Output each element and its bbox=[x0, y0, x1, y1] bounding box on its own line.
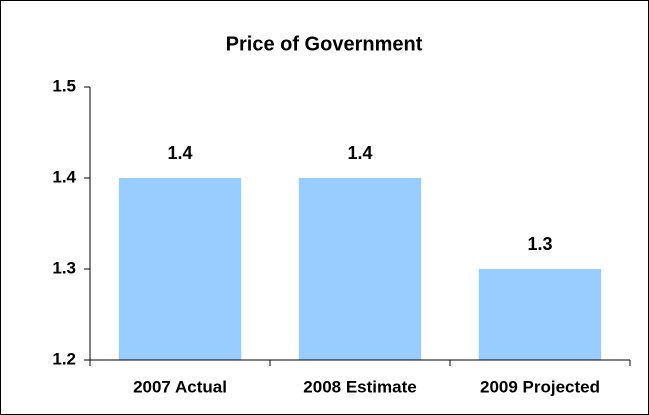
data-label: 1.3 bbox=[527, 234, 552, 254]
bar bbox=[118, 178, 242, 360]
y-tick-label: 1.4 bbox=[52, 167, 76, 186]
x-tick-label: 2008 Estimate bbox=[303, 377, 416, 396]
y-tick-label: 1.5 bbox=[52, 76, 76, 95]
y-tick-label: 1.2 bbox=[52, 349, 76, 368]
bar bbox=[478, 269, 602, 360]
data-label: 1.4 bbox=[167, 143, 192, 163]
y-tick-label: 1.3 bbox=[52, 258, 76, 277]
bar bbox=[298, 178, 422, 360]
chart-title: Price of Government bbox=[226, 33, 423, 55]
x-tick-label: 2007 Actual bbox=[133, 377, 227, 396]
x-tick-label: 2009 Projected bbox=[480, 377, 600, 396]
data-label: 1.4 bbox=[347, 143, 372, 163]
